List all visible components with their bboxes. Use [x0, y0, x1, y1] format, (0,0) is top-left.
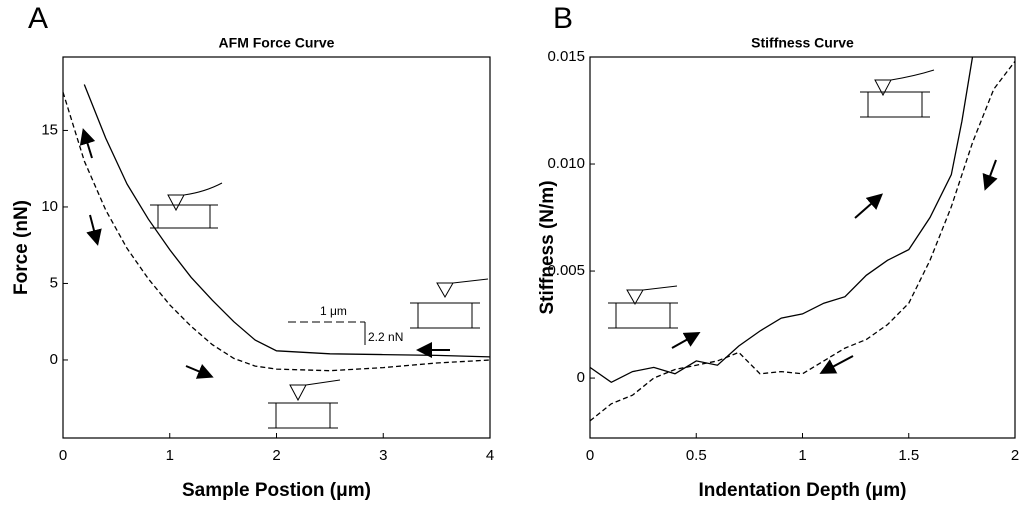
data-line: [83, 84, 491, 358]
panel-label: A: [28, 2, 48, 35]
chart-title: Stiffness Curve: [751, 35, 854, 51]
x-tick-label: 0.5: [686, 447, 707, 464]
plot-frame: [589, 56, 1016, 439]
decorations: [79, 128, 998, 379]
x-axis-label: Sample Postion (μm): [182, 480, 371, 501]
x-tick-label: 4: [486, 447, 494, 464]
y-tick-label: 15: [41, 121, 58, 138]
y-tick-label: 0.015: [547, 48, 585, 65]
y-tick-label: 0.005: [547, 262, 585, 279]
y-tick-label: 5: [50, 274, 58, 291]
annotation: 1 μm: [320, 304, 347, 318]
chart-title: AFM Force Curve: [219, 35, 335, 51]
x-axis-label: Indentation Depth (μm): [699, 480, 907, 501]
data-line: [589, 56, 974, 384]
x-tick-label: 2: [272, 447, 280, 464]
y-axis-label: Stiffness (N/m): [537, 180, 558, 314]
y-tick-label: 10: [41, 198, 58, 215]
x-tick-label: 3: [379, 447, 387, 464]
scale-bar: [288, 321, 366, 345]
data-line: [62, 92, 491, 372]
y-tick-label: 0: [577, 369, 585, 386]
x-tick-label: 0: [59, 447, 67, 464]
annotation: 2.2 nN: [368, 330, 403, 344]
x-tick-label: 1: [798, 447, 806, 464]
x-tick-label: 1.5: [898, 447, 919, 464]
panel-label: B: [553, 2, 573, 35]
cell-cartoons: [150, 69, 935, 429]
x-tick-label: 2: [1011, 447, 1019, 464]
y-tick-label: 0: [50, 351, 58, 368]
x-tick-label: 1: [166, 447, 174, 464]
x-tick-label: 0: [586, 447, 594, 464]
y-axis-label: Force (nN): [11, 200, 32, 295]
y-tick-label: 0.010: [547, 155, 585, 172]
